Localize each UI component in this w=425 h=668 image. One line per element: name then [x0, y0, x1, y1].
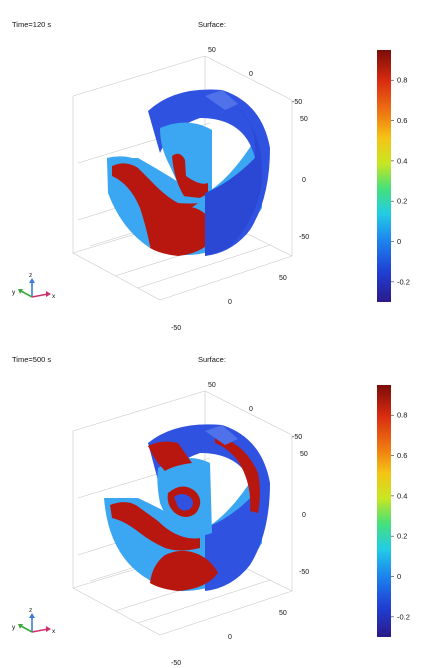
- surface-geometry: [107, 89, 270, 256]
- colorbar-tick-label: 0: [397, 237, 401, 246]
- z-tick: 0: [249, 406, 253, 413]
- x-tick: 50: [279, 275, 287, 282]
- plot-area: 50 0 -50 50 0 -50 50 0 -50 z x y 0.80.60…: [12, 382, 410, 667]
- colorbar-ticks: 0.8 0.6 0.4 0.2 0 -0.2: [391, 76, 410, 286]
- colorbar-ticks: 0.8 0.6 0.4 0.2 0 -0.2: [391, 411, 410, 621]
- plot-area: 50 0 -50 50 0 -50 50 0 -50 z x y 0.80.: [12, 47, 410, 332]
- x-axis-ticks: 50 0 -50: [171, 275, 287, 332]
- colorbar-tick-label: 0.6: [397, 116, 407, 125]
- y-tick: 0: [302, 512, 306, 519]
- triad-x-label: x: [52, 628, 56, 635]
- y-tick: 0: [302, 177, 306, 184]
- colorbar-tick-label: 0.6: [397, 451, 407, 460]
- y-axis-ticks: 50 0 -50: [299, 116, 309, 241]
- colorbar-tick-label: 0: [397, 572, 401, 581]
- colorbar-tick-label: 0.8: [397, 411, 407, 420]
- surface-title: Surface:: [198, 20, 226, 29]
- x-tick: -50: [171, 660, 181, 667]
- z-tick: 0: [249, 71, 253, 78]
- x-tick: -50: [171, 325, 181, 332]
- z-axis-ticks: 50 0 -50: [208, 47, 302, 106]
- z-tick: 50: [208, 382, 216, 389]
- colorbar-tick-label: -0.2: [397, 612, 410, 621]
- y-tick: -50: [299, 234, 309, 241]
- x-tick: 50: [279, 610, 287, 617]
- z-axis-ticks: 50 0 -50: [208, 382, 302, 441]
- x-tick: 0: [228, 299, 232, 306]
- plot-panel-2: Time=500 s Surface:: [0, 343, 425, 668]
- z-tick: -50: [292, 434, 302, 441]
- surface-title: Surface:: [198, 355, 226, 364]
- colorbar-tick-label: 0.2: [397, 197, 407, 206]
- triad-y-label: y: [12, 624, 16, 631]
- time-label: Time=500 s: [12, 355, 52, 364]
- x-axis-ticks: 50 0 -50: [171, 610, 287, 667]
- y-tick: 50: [300, 116, 308, 123]
- surface-geometry: [104, 424, 270, 592]
- axis-triad: z x y: [12, 607, 56, 635]
- axis-triad: z x y: [12, 272, 56, 300]
- y-tick: 50: [300, 451, 308, 458]
- triad-y-label: y: [12, 289, 16, 296]
- y-tick: -50: [299, 569, 309, 576]
- colorbar: [377, 385, 391, 637]
- time-label: Time=120 s: [12, 20, 52, 29]
- colorbar: [377, 50, 391, 302]
- triad-z-label: z: [29, 272, 32, 279]
- triad-x-label: x: [52, 293, 56, 300]
- colorbar-tick-label: 0.4: [397, 156, 407, 165]
- z-tick: -50: [292, 99, 302, 106]
- plot-panel-1: Time=120 s Surface:: [0, 8, 425, 333]
- y-axis-ticks: 50 0 -50: [299, 451, 309, 576]
- colorbar-tick-label: 0.8: [397, 76, 407, 85]
- x-tick: 0: [228, 634, 232, 641]
- z-tick: 50: [208, 47, 216, 54]
- triad-z-label: z: [29, 607, 32, 614]
- colorbar-tick-label: 0.4: [397, 491, 407, 500]
- colorbar-tick-label: 0.2: [397, 532, 407, 541]
- colorbar-tick-label: -0.2: [397, 277, 410, 286]
